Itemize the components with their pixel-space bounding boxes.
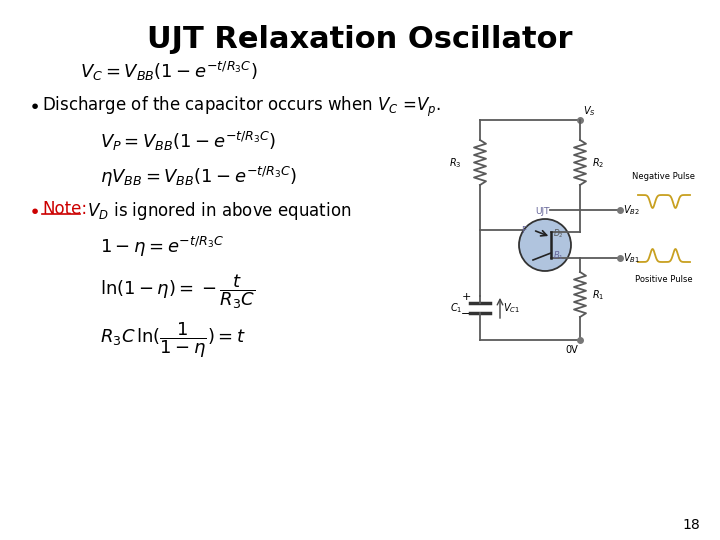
Text: 18: 18 <box>683 518 700 532</box>
Text: $D_2$: $D_2$ <box>553 227 564 240</box>
Text: $R_1$: $R_1$ <box>592 288 604 302</box>
Text: Negative Pulse: Negative Pulse <box>632 172 696 181</box>
Text: $B_1$: $B_1$ <box>553 250 564 262</box>
Text: $V_{B2}$: $V_{B2}$ <box>623 203 640 217</box>
Text: $V_P = V_{BB}(1 - e^{-t/R_3C})$: $V_P = V_{BB}(1 - e^{-t/R_3C})$ <box>100 130 276 153</box>
Text: Discharge of the capacitor occurs when $V_C$ =$V_p$.: Discharge of the capacitor occurs when $… <box>42 95 441 119</box>
Text: UJT: UJT <box>535 207 549 216</box>
Text: $V_D$ is ignored in above equation: $V_D$ is ignored in above equation <box>82 200 351 222</box>
Text: $V_{B1}$: $V_{B1}$ <box>623 251 640 265</box>
Text: 0V: 0V <box>566 345 578 355</box>
Text: UJT Relaxation Oscillator: UJT Relaxation Oscillator <box>148 25 572 54</box>
Text: $\bullet$: $\bullet$ <box>28 95 39 114</box>
Text: Positive Pulse: Positive Pulse <box>635 275 693 284</box>
Text: $V_C = V_{BB}(1 - e^{-t/R_3C})$: $V_C = V_{BB}(1 - e^{-t/R_3C})$ <box>80 60 258 83</box>
Text: $V_{C1}$: $V_{C1}$ <box>503 301 520 315</box>
Text: $V_S$: $V_S$ <box>583 104 595 118</box>
Text: $\eta V_{BB} = V_{BB}(1 - e^{-t/R_3C})$: $\eta V_{BB} = V_{BB}(1 - e^{-t/R_3C})$ <box>100 165 297 189</box>
Text: $R_2$: $R_2$ <box>592 156 604 170</box>
Text: $\bullet$: $\bullet$ <box>28 200 39 219</box>
Text: $R_3C\,\ln(\dfrac{1}{1-\eta}) = t$: $R_3C\,\ln(\dfrac{1}{1-\eta}) = t$ <box>100 320 246 360</box>
Text: $1 - \eta = e^{-t/R_3C}$: $1 - \eta = e^{-t/R_3C}$ <box>100 235 224 259</box>
Text: Note:: Note: <box>42 200 87 218</box>
Text: $C_1$: $C_1$ <box>449 301 462 315</box>
Text: +: + <box>462 292 471 302</box>
Text: −: − <box>462 309 471 319</box>
Circle shape <box>519 219 571 271</box>
Text: $R_3$: $R_3$ <box>449 156 462 170</box>
Text: F: F <box>521 226 526 235</box>
Text: $\ln(1 - \eta) = -\dfrac{t}{R_3C}$: $\ln(1 - \eta) = -\dfrac{t}{R_3C}$ <box>100 272 255 310</box>
